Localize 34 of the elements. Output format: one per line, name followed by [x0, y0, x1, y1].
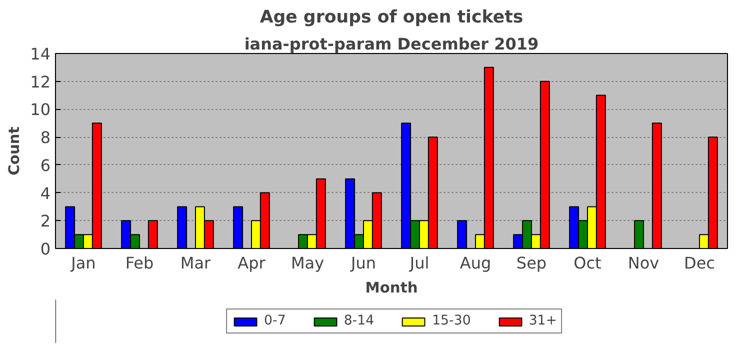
x-tick-label: Sep: [516, 254, 547, 272]
x-tick-label: Jun: [350, 254, 376, 272]
chart-title: Age groups of open tickets: [260, 8, 524, 28]
x-tick-label: May: [290, 254, 324, 272]
legend-label: 15-30: [432, 314, 471, 328]
bar: [634, 220, 644, 248]
bar: [457, 220, 468, 248]
y-tick-label: 12: [30, 72, 50, 92]
y-tick-label: 6: [40, 156, 51, 175]
x-tick-label: Mar: [180, 254, 212, 272]
y-tick-label: 8: [40, 128, 51, 148]
chart-subtitle: iana-prot-param December 2019: [244, 34, 539, 54]
x-tick-label: Dec: [684, 254, 715, 272]
x-tick-label: Oct: [574, 254, 602, 272]
bar: [177, 206, 188, 248]
y-tick-label: 4: [40, 184, 51, 203]
x-tick-label: Jul: [408, 254, 430, 272]
x-tick-label: Feb: [125, 254, 154, 272]
x-tick-label: Nov: [628, 254, 660, 272]
y-tick-label: 14: [30, 44, 50, 64]
y-axis-title: Count: [6, 126, 24, 176]
legend-label: 31+: [528, 314, 557, 328]
y-tick-label: 10: [30, 100, 50, 120]
legend-label: 0-7: [264, 314, 286, 328]
legend-label: 8-14: [344, 314, 374, 328]
bar: [233, 206, 244, 248]
bar: [148, 220, 158, 248]
y-tick-label: 2: [40, 212, 51, 231]
x-tick-label: Aug: [460, 254, 492, 272]
bar: [652, 122, 662, 248]
y-tick-label: 0: [40, 240, 51, 258]
x-tick-label: Apr: [238, 254, 266, 272]
x-tick-label: Jan: [70, 254, 96, 272]
x-axis-title: Month: [365, 280, 418, 296]
